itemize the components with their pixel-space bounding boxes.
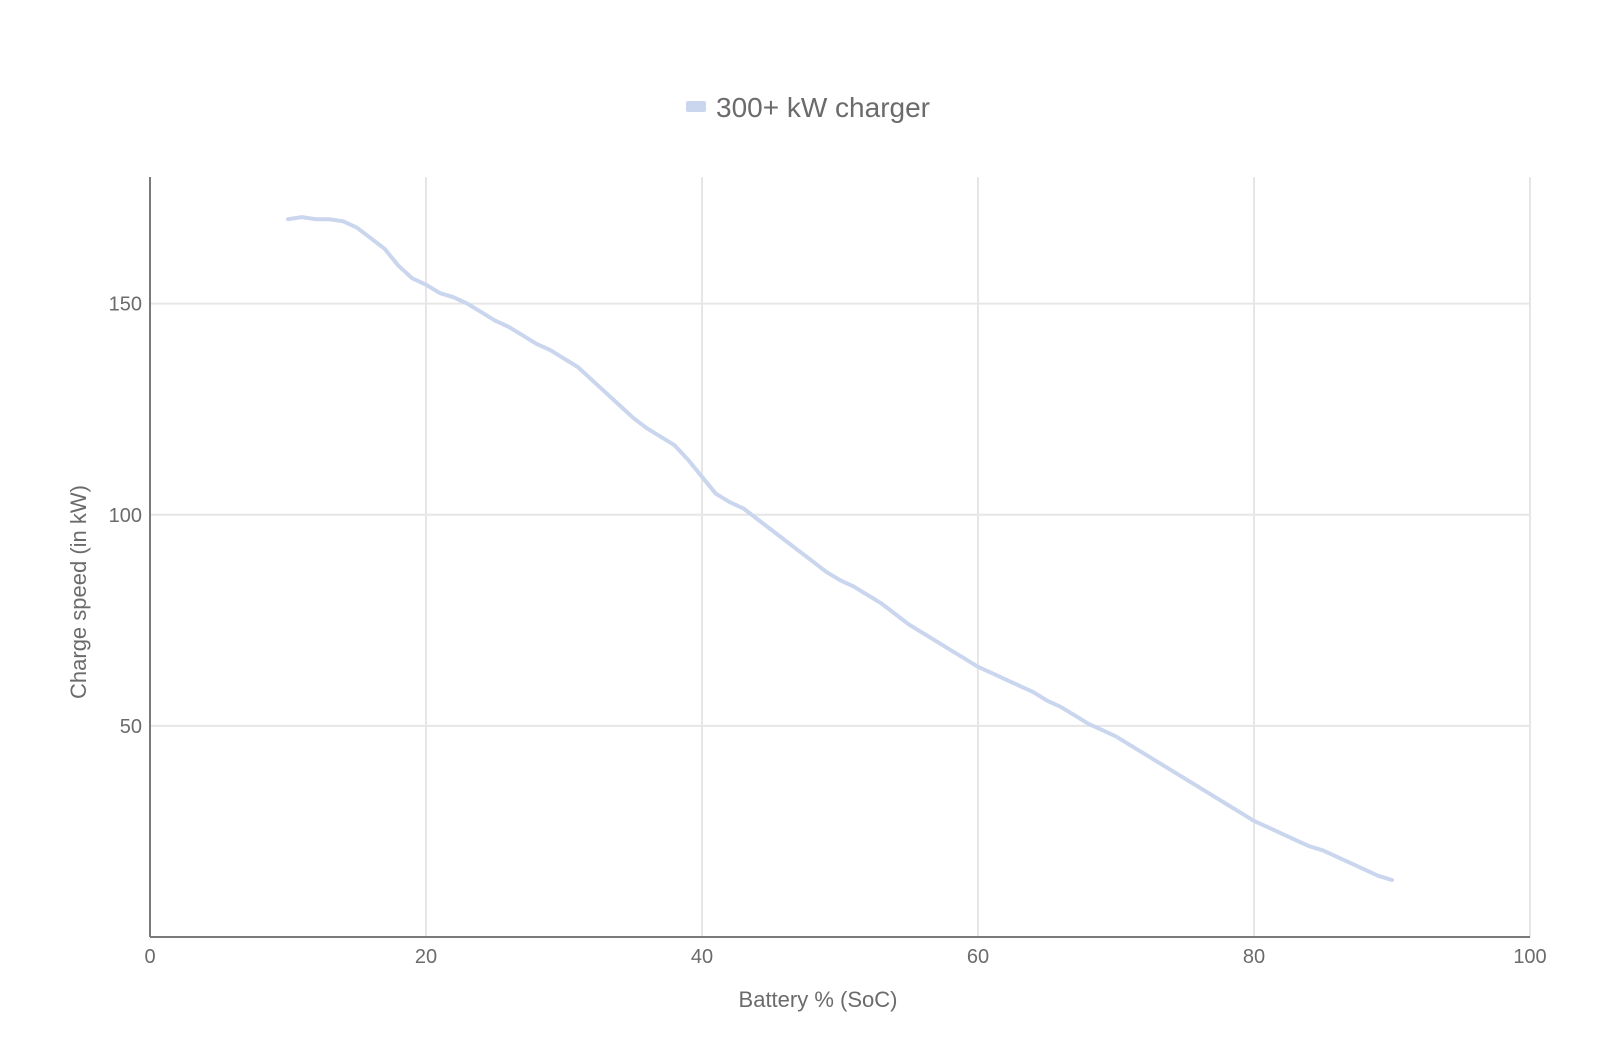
tick-labels: 0 20 40 60 80 100 50 100 150 <box>109 294 1547 968</box>
x-tick-label: 20 <box>415 946 437 968</box>
y-axis-title: Charge speed (in kW) <box>66 485 91 699</box>
grid-lines <box>150 177 1531 937</box>
x-tick-label: 40 <box>691 946 713 968</box>
series-layer <box>286 215 1394 882</box>
series-line <box>286 215 1394 882</box>
x-axis-title: Battery % (SoC) <box>739 987 898 1012</box>
y-tick-label: 150 <box>109 294 142 316</box>
axes <box>149 177 1530 938</box>
y-tick-label: 100 <box>109 505 142 527</box>
legend: 300+ kW charger <box>686 92 930 123</box>
x-tick-label: 80 <box>1243 946 1265 968</box>
x-tick-label: 100 <box>1513 946 1546 968</box>
y-tick-label: 50 <box>120 716 142 738</box>
legend-label: 300+ kW charger <box>716 92 930 123</box>
x-tick-label: 0 <box>144 946 155 968</box>
x-tick-label: 60 <box>967 946 989 968</box>
legend-swatch <box>686 101 706 112</box>
